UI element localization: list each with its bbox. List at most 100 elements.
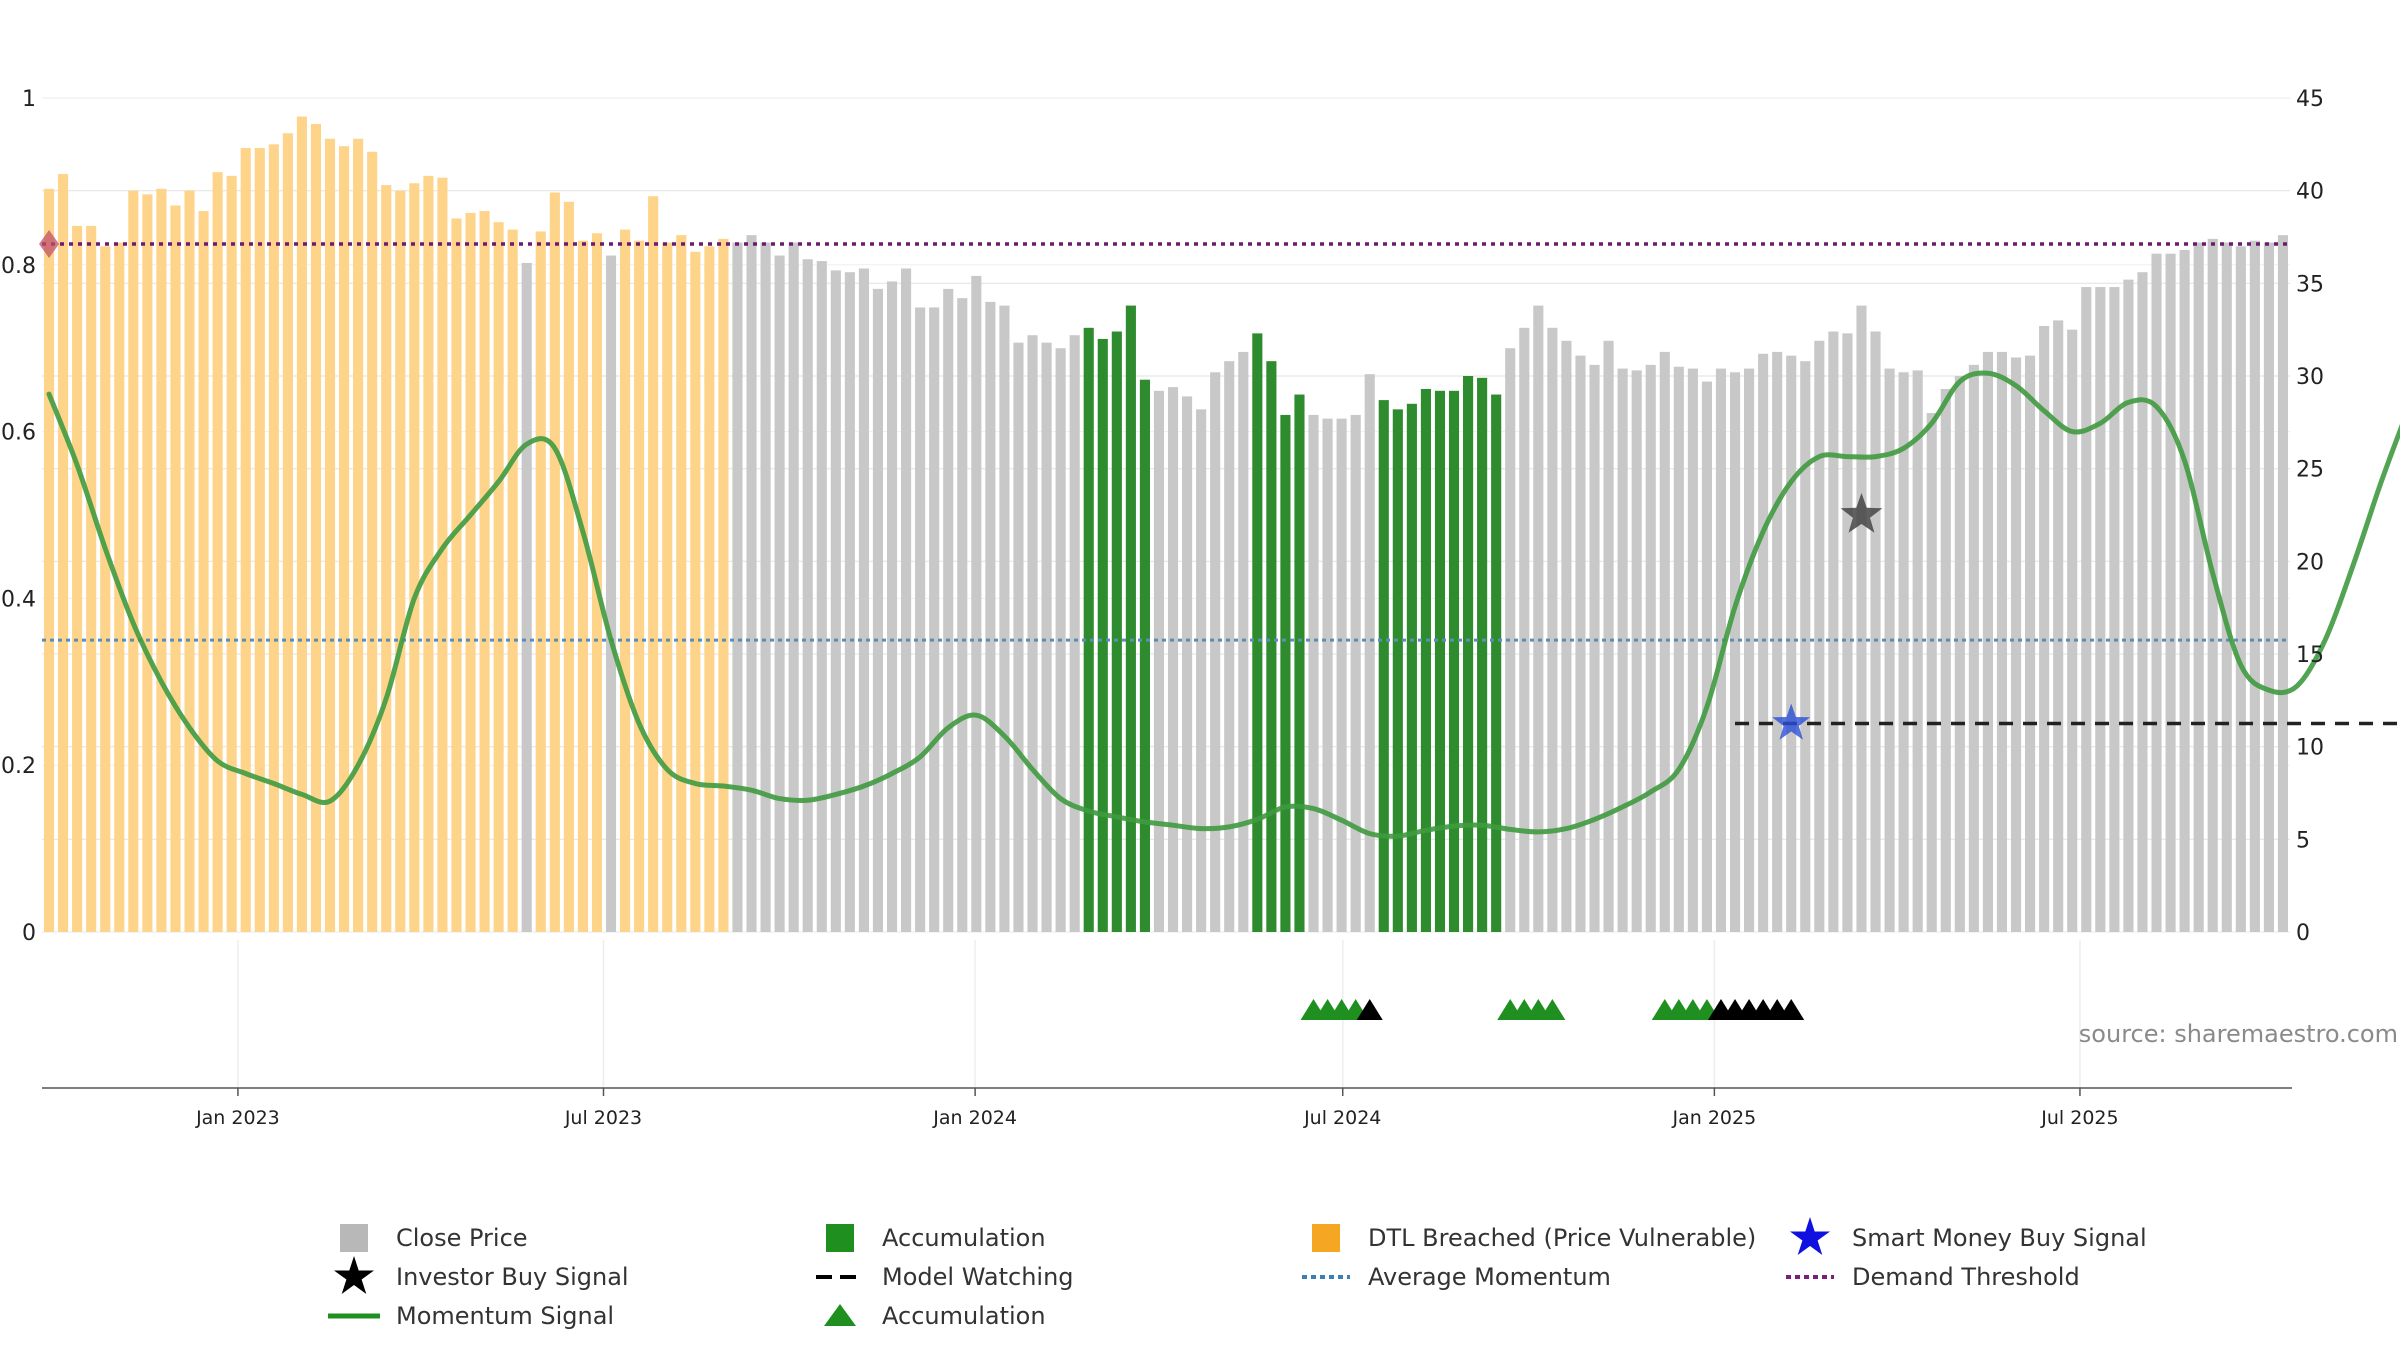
price-bar-dtl	[549, 192, 560, 932]
price-bar-dtl	[479, 211, 490, 932]
price-bar-close	[1786, 355, 1797, 932]
price-bar-accumulation	[1420, 388, 1431, 932]
investor-buy-signal-icon	[1840, 493, 1883, 533]
price-bar-dtl	[423, 175, 434, 933]
price-bar-accumulation	[1139, 379, 1150, 932]
price-bar-close	[1659, 351, 1670, 932]
legend-smart-money-buy-signal-star-icon	[1790, 1217, 1830, 1255]
price-bar-dtl	[718, 238, 729, 932]
price-bar-accumulation	[1125, 305, 1136, 932]
legend-accumulation-swatch	[826, 1224, 854, 1252]
price-bar-accumulation	[1434, 390, 1446, 932]
price-bar-close	[2235, 246, 2246, 932]
price-bar-close	[2010, 357, 2022, 932]
left-axis-tick-label: 0	[22, 921, 36, 946]
accumulation-marker-green	[1539, 999, 1566, 1020]
price-bar-dtl	[296, 116, 307, 933]
price-bar-close	[1912, 370, 1923, 932]
price-bar-dtl	[451, 218, 462, 932]
price-bar-dtl	[170, 205, 181, 932]
price-bar-close	[1982, 351, 1993, 932]
smart-money-buy-signal-icon	[1772, 703, 1811, 740]
price-bar-dtl	[339, 146, 350, 933]
price-bar-close	[1758, 353, 1769, 932]
price-bar-dtl	[198, 211, 209, 932]
right-axis-tick-label: 0	[2296, 921, 2310, 946]
right-axis-tick-label: 20	[2296, 550, 2324, 575]
price-bar-close	[1027, 335, 1038, 932]
x-axis-tick-label: Jul 2024	[1303, 1107, 1381, 1129]
price-bar-dtl	[634, 240, 645, 932]
price-bar-close	[1589, 364, 1600, 932]
left-axis-tick-label: 0.6	[1, 421, 36, 446]
price-bar-close	[1772, 351, 1783, 932]
price-bar-close	[886, 281, 898, 933]
price-bar-close	[1884, 368, 1895, 932]
price-bar-close	[2053, 320, 2064, 932]
x-axis-tick-label: Jan 2024	[932, 1107, 1017, 1129]
price-bar-close	[1210, 372, 1221, 932]
price-bar-accumulation	[1463, 376, 1474, 932]
price-bar-close	[2067, 329, 2078, 933]
price-bar-dtl	[353, 138, 364, 933]
price-bar-accumulation	[1477, 377, 1488, 932]
price-bar-dtl	[620, 229, 631, 932]
price-bar-close	[2277, 235, 2289, 932]
price-bar-close	[1954, 376, 1965, 932]
price-bar-dtl	[437, 177, 448, 932]
right-axis-tick-label: 25	[2296, 458, 2324, 483]
price-bar-dtl	[43, 188, 55, 932]
price-bar-close	[1519, 327, 1530, 932]
price-bar-close	[1996, 351, 2008, 932]
price-bar-close	[2193, 242, 2204, 932]
legend-label: DTL Breached (Price Vulnerable)	[1368, 1224, 1756, 1252]
price-bar-close	[2207, 238, 2218, 932]
price-bar-close	[1238, 351, 1249, 932]
price-bar-close	[2137, 272, 2148, 932]
price-bar-close	[2081, 287, 2092, 932]
price-bar-close	[901, 268, 912, 932]
price-bar-close	[1645, 364, 1656, 932]
right-axis-tick-label: 40	[2296, 180, 2324, 205]
price-bar-close	[1069, 335, 1080, 932]
price-bar-dtl	[577, 240, 588, 932]
price-bar-close	[1533, 305, 1544, 932]
price-bar-close	[521, 262, 532, 932]
price-bar-dtl	[254, 148, 265, 933]
price-bar-dtl	[507, 229, 518, 932]
price-bar-accumulation	[1097, 338, 1108, 932]
price-bar-close	[1322, 418, 1333, 932]
price-bar-close	[2095, 287, 2106, 932]
legend-dtl-breached-price-vulnerable-swatch	[1312, 1224, 1340, 1252]
legend-label: Smart Money Buy Signal	[1852, 1224, 2147, 1252]
legend-label: Investor Buy Signal	[396, 1263, 629, 1291]
price-bar-dtl	[409, 183, 420, 933]
left-axis-tick-label: 0.8	[1, 254, 36, 279]
price-bar-close	[957, 298, 968, 932]
left-axis-tick-label: 0.2	[1, 754, 36, 779]
price-bar-close	[2249, 240, 2260, 932]
price-bar-dtl	[465, 212, 476, 932]
price-bar-close	[844, 272, 855, 932]
price-bar-dtl	[128, 190, 139, 932]
price-bar-close	[1631, 370, 1642, 932]
price-bar-close	[1561, 340, 1572, 933]
price-bar-close	[1196, 409, 1207, 932]
price-bar-close	[1814, 340, 1825, 933]
price-bar-close	[2039, 325, 2050, 933]
legend-label: Momentum Signal	[396, 1302, 614, 1330]
price-bar-close	[1505, 348, 1516, 932]
price-bar-close	[1041, 342, 1052, 932]
right-axis-tick-label: 30	[2296, 365, 2324, 390]
price-bar-dtl	[226, 175, 237, 933]
grid-layer	[42, 97, 2290, 1088]
signal-markers	[39, 229, 1883, 740]
price-bar-close	[943, 288, 954, 933]
legend-label: Model Watching	[882, 1263, 1074, 1291]
x-axis-tick-label: Jul 2023	[564, 1107, 642, 1129]
price-bar-dtl	[156, 188, 167, 932]
price-bar-accumulation	[1294, 394, 1305, 932]
price-bars	[43, 116, 2289, 933]
price-bar-accumulation	[1378, 400, 1389, 932]
